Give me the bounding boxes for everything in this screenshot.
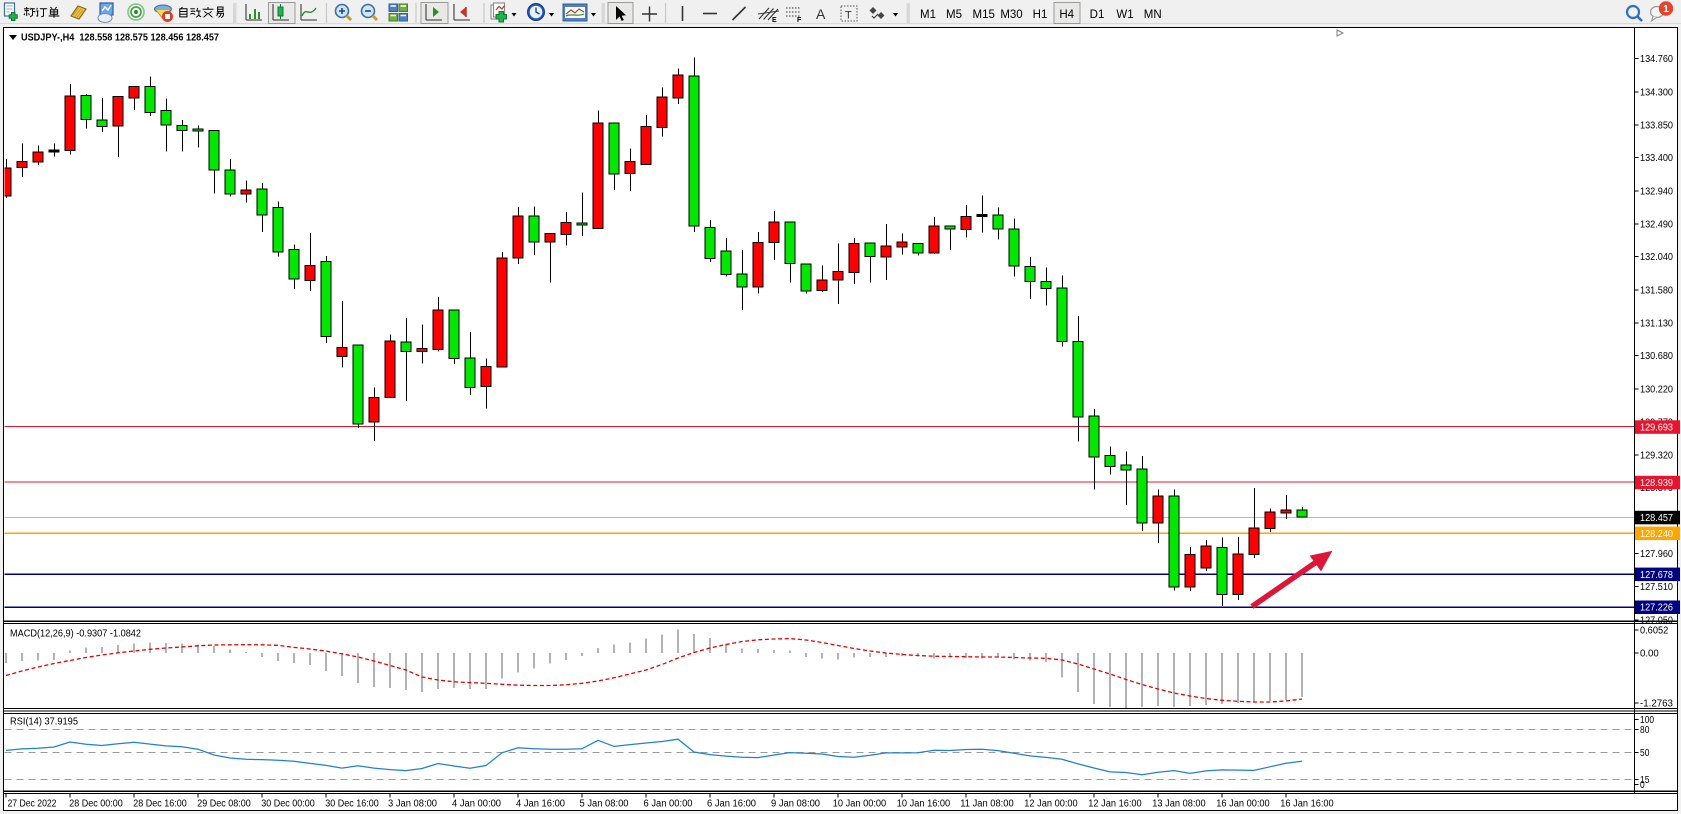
svg-text:29 Dec 08:00: 29 Dec 08:00 — [197, 799, 251, 810]
svg-text:100: 100 — [1640, 715, 1654, 726]
svg-text:M1: M1 — [920, 9, 936, 21]
svg-text:0.6052: 0.6052 — [1640, 626, 1669, 637]
svg-text:131.130: 131.130 — [1640, 319, 1673, 330]
svg-text:132.040: 132.040 — [1640, 252, 1673, 263]
svg-text:130.220: 130.220 — [1640, 385, 1673, 396]
svg-text:15: 15 — [1640, 775, 1650, 786]
svg-text:0: 0 — [1640, 780, 1645, 791]
svg-text:129.693: 129.693 — [1640, 423, 1673, 434]
svg-text:4 Jan 16:00: 4 Jan 16:00 — [516, 799, 565, 810]
svg-text:M30: M30 — [1000, 9, 1022, 21]
svg-text:27 Dec 2022: 27 Dec 2022 — [8, 799, 57, 810]
svg-text:4 Jan 00:00: 4 Jan 00:00 — [452, 799, 501, 810]
svg-text:133.850: 133.850 — [1640, 121, 1673, 132]
svg-text:132.940: 132.940 — [1640, 187, 1673, 198]
svg-text:127.678: 127.678 — [1640, 570, 1673, 581]
svg-text:A: A — [816, 6, 826, 22]
svg-text:30 Dec 16:00: 30 Dec 16:00 — [325, 799, 379, 810]
svg-text:28 Dec 16:00: 28 Dec 16:00 — [133, 799, 187, 810]
svg-text:13 Jan 08:00: 13 Jan 08:00 — [1152, 799, 1206, 810]
svg-text:H1: H1 — [1033, 9, 1048, 21]
svg-text:128.939: 128.939 — [1640, 478, 1673, 489]
svg-text:RSI(14) 37.9195: RSI(14) 37.9195 — [10, 717, 78, 728]
svg-text:80: 80 — [1640, 725, 1650, 736]
svg-text:T: T — [845, 10, 852, 22]
svg-text:12 Jan 00:00: 12 Jan 00:00 — [1024, 799, 1078, 810]
svg-text:127.960: 127.960 — [1640, 549, 1673, 560]
svg-text:129.320: 129.320 — [1640, 450, 1673, 461]
svg-text:130.680: 130.680 — [1640, 351, 1673, 362]
svg-text:131.580: 131.580 — [1640, 286, 1673, 297]
svg-text:6 Jan 00:00: 6 Jan 00:00 — [644, 799, 693, 810]
svg-text:128.457: 128.457 — [1640, 513, 1673, 524]
svg-text:127.510: 127.510 — [1640, 582, 1673, 593]
svg-text:10 Jan 00:00: 10 Jan 00:00 — [833, 799, 887, 810]
svg-text:9 Jan 08:00: 9 Jan 08:00 — [771, 799, 820, 810]
svg-text:30 Dec 00:00: 30 Dec 00:00 — [261, 799, 315, 810]
svg-text:11 Jan 08:00: 11 Jan 08:00 — [960, 799, 1014, 810]
svg-text:M15: M15 — [973, 9, 995, 21]
svg-text:16 Jan 16:00: 16 Jan 16:00 — [1280, 799, 1334, 810]
svg-text:10 Jan 16:00: 10 Jan 16:00 — [897, 799, 951, 810]
svg-text:MN: MN — [1144, 9, 1162, 21]
svg-text:USDJPY-,H4 128.558 128.575 12: USDJPY-,H4 128.558 128.575 128.456 128.4… — [21, 32, 219, 44]
svg-text:127.226: 127.226 — [1640, 603, 1673, 614]
svg-text:50: 50 — [1640, 748, 1650, 759]
svg-text:128.240: 128.240 — [1640, 529, 1673, 540]
svg-text:M5: M5 — [946, 9, 962, 21]
svg-text:127.050: 127.050 — [1640, 616, 1673, 627]
svg-text:-1.2763: -1.2763 — [1640, 699, 1673, 710]
svg-text:H4: H4 — [1059, 9, 1074, 21]
svg-text:132.490: 132.490 — [1640, 220, 1673, 231]
svg-text:W1: W1 — [1116, 9, 1133, 21]
svg-text:E: E — [772, 17, 777, 24]
svg-text:3 Jan 08:00: 3 Jan 08:00 — [388, 799, 437, 810]
svg-text:D1: D1 — [1090, 9, 1105, 21]
svg-text:12 Jan 16:00: 12 Jan 16:00 — [1088, 799, 1142, 810]
svg-text:133.400: 133.400 — [1640, 153, 1673, 164]
svg-text:6 Jan 16:00: 6 Jan 16:00 — [707, 799, 756, 810]
svg-text:134.760: 134.760 — [1640, 54, 1673, 65]
svg-text:1: 1 — [1663, 3, 1669, 15]
svg-text:134.300: 134.300 — [1640, 88, 1673, 99]
svg-text:28 Dec 00:00: 28 Dec 00:00 — [69, 799, 123, 810]
svg-text:0.00: 0.00 — [1640, 648, 1659, 659]
svg-text:F: F — [797, 17, 802, 24]
svg-text:MACD(12,26,9) -0.9307 -1.0842: MACD(12,26,9) -0.9307 -1.0842 — [10, 629, 141, 640]
svg-text:16 Jan 00:00: 16 Jan 00:00 — [1216, 799, 1270, 810]
svg-text:5 Jan 08:00: 5 Jan 08:00 — [580, 799, 629, 810]
